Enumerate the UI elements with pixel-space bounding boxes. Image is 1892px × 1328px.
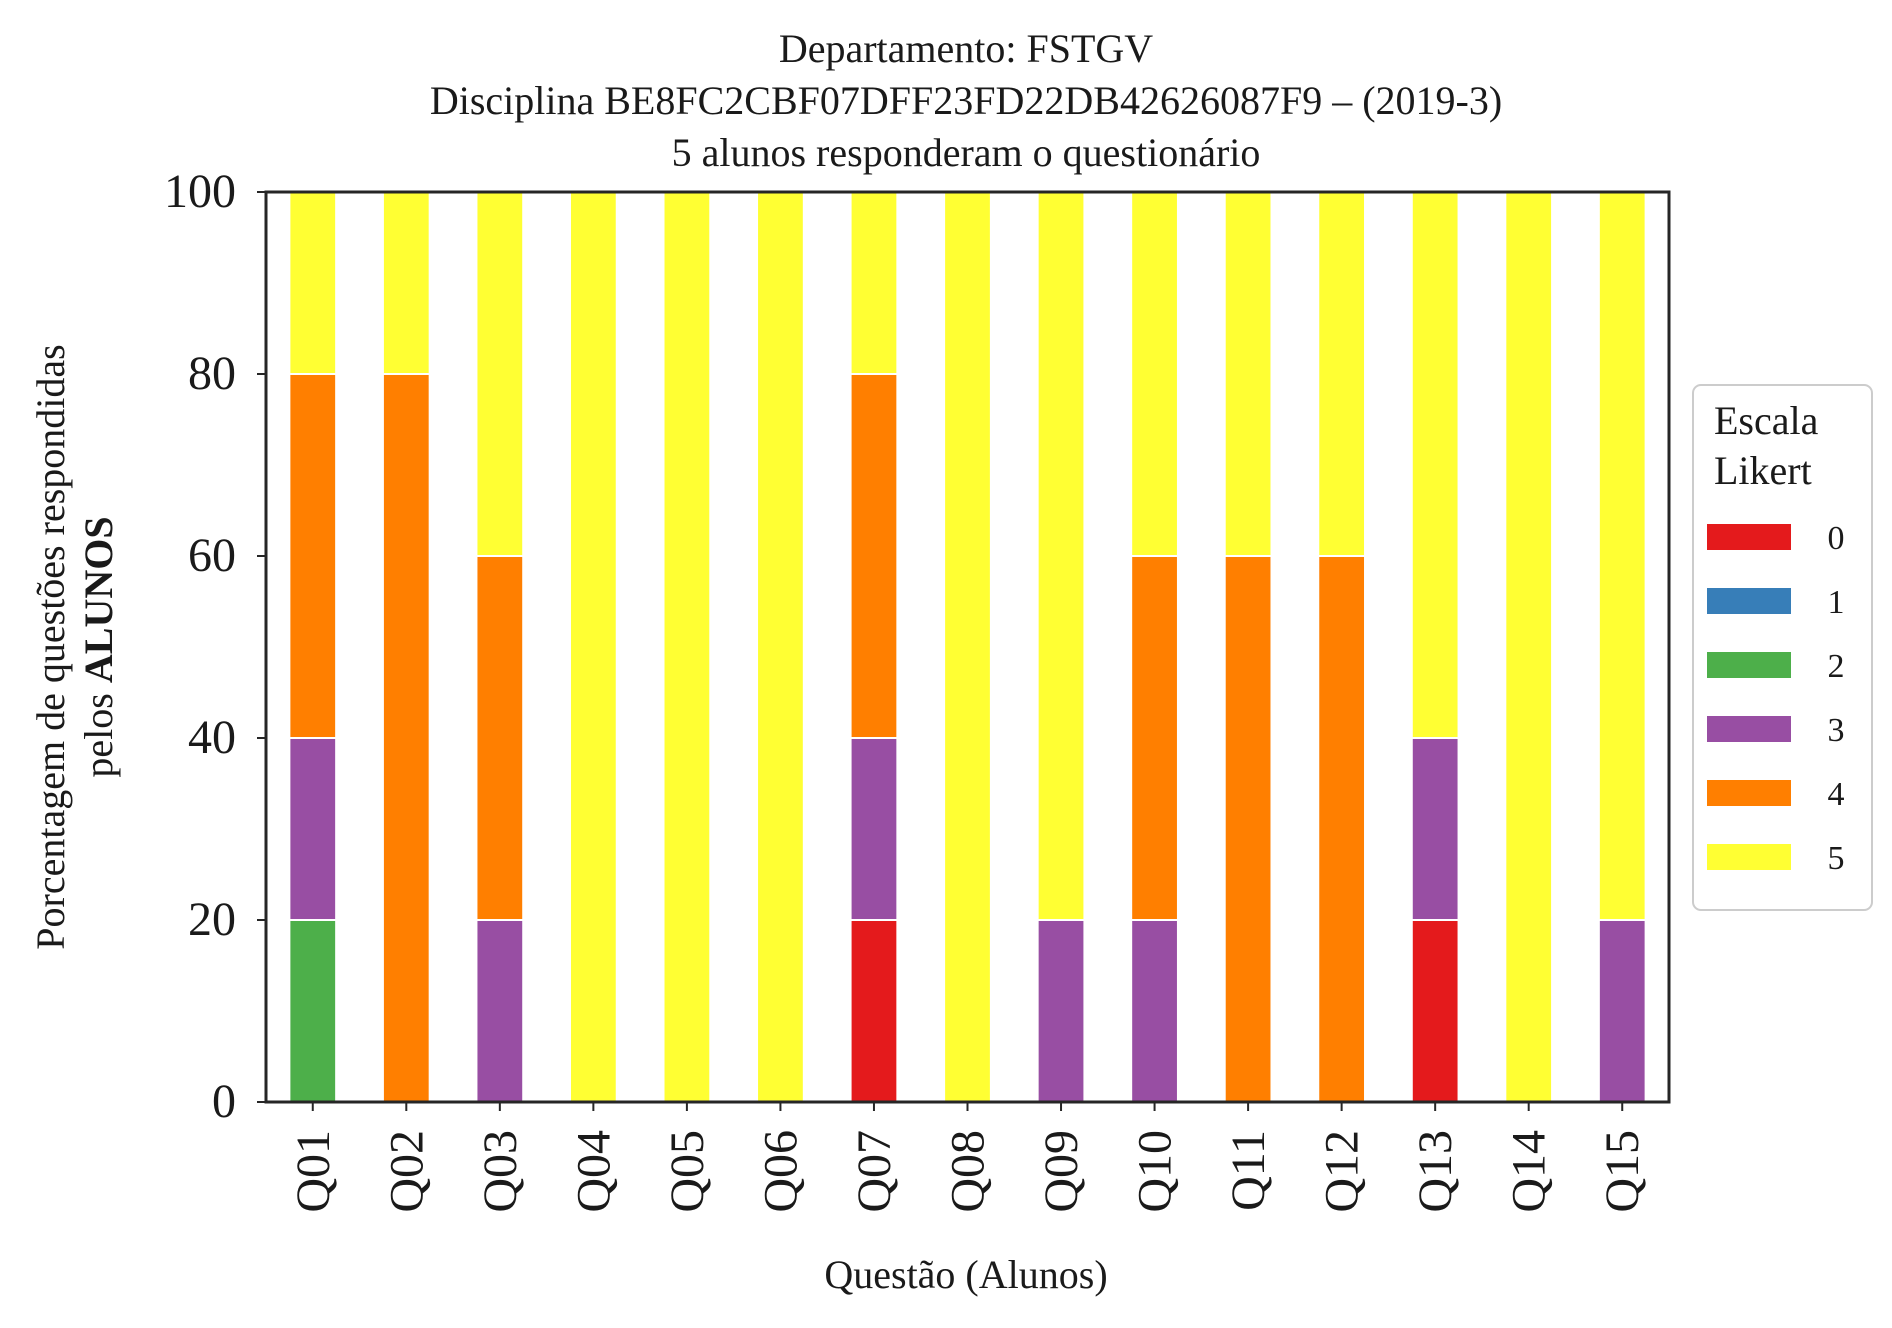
- bar-Q03-likert-5: [475, 191, 525, 557]
- x-tick-label-Q05: Q05: [661, 1130, 714, 1213]
- x-tick-label-Q14: Q14: [1503, 1130, 1556, 1213]
- bar-Q07-likert-3: [849, 737, 899, 921]
- legend-title-line-1: Escala: [1714, 398, 1819, 443]
- bars-group: [288, 191, 1647, 1103]
- bar-Q03-likert-3: [475, 919, 525, 1103]
- bar-Q10-likert-5: [1130, 191, 1179, 557]
- x-tick-label-Q04: Q04: [567, 1130, 620, 1213]
- chart-title: Departamento: FSTGV Disciplina BE8FC2CBF…: [430, 26, 1502, 175]
- legend-label-1: 1: [1828, 584, 1845, 621]
- bar-Q02-likert-4: [381, 373, 431, 1103]
- x-tick-label-Q02: Q02: [380, 1130, 433, 1213]
- legend-items: 0 1 2 3 4 5: [1707, 520, 1845, 877]
- x-tick-label-Q15: Q15: [1596, 1130, 1649, 1213]
- bar-Q06-likert-5: [756, 191, 805, 1103]
- legend-label-0: 0: [1828, 520, 1845, 557]
- legend-label-3: 3: [1828, 712, 1845, 749]
- y-tick-label: 60: [188, 529, 236, 582]
- bar-Q12-likert-5: [1317, 191, 1367, 557]
- bar-Q03-likert-4: [475, 555, 525, 921]
- x-tick-label-Q03: Q03: [474, 1130, 527, 1213]
- bar-Q01-likert-2: [288, 919, 338, 1103]
- legend-swatch-5: [1707, 844, 1791, 870]
- bar-Q12-likert-4: [1317, 555, 1367, 1103]
- y-axis-label-bold: ALUNOS: [76, 516, 121, 683]
- bar-Q10-likert-3: [1130, 919, 1179, 1103]
- x-axis-label: Questão (Alunos): [824, 1252, 1107, 1297]
- legend: Escala Likert 0 1 2 3 4 5: [1692, 384, 1873, 911]
- y-tick-label: 20: [188, 893, 236, 946]
- x-tick-label-Q09: Q09: [1035, 1130, 1088, 1213]
- y-tick-label: 0: [212, 1075, 236, 1128]
- x-tick-label-Q13: Q13: [1409, 1130, 1462, 1213]
- bar-Q05-likert-5: [662, 191, 712, 1103]
- x-axis-ticks: Q01 Q02 Q03 Q04 Q05 Q06 Q07 Q08 Q09 Q10 Q11 Q12 Q13 Q…: [287, 1102, 1649, 1213]
- chart-title-line-3: 5 alunos responderam o questionário: [672, 130, 1261, 175]
- legend-label-4: 4: [1828, 776, 1845, 813]
- legend-title-line-2: Likert: [1714, 448, 1812, 493]
- legend-frame: [1692, 384, 1873, 911]
- y-axis-label-line-2: pelos ALUNOS: [76, 516, 121, 777]
- bar-Q13-likert-0: [1410, 919, 1460, 1103]
- bar-Q09-likert-5: [1036, 191, 1086, 921]
- bar-Q02-likert-5: [381, 191, 431, 375]
- legend-swatch-3: [1707, 716, 1791, 742]
- y-axis-label: Porcentagem de questões respondidas pelo…: [28, 344, 121, 949]
- legend-swatch-4: [1707, 780, 1791, 806]
- bar-Q01-likert-3: [288, 737, 338, 921]
- x-tick-label-Q01: Q01: [287, 1130, 340, 1213]
- bar-Q14-likert-5: [1504, 191, 1554, 1103]
- legend-label-5: 5: [1828, 840, 1845, 877]
- bar-Q08-likert-5: [943, 191, 992, 1103]
- x-tick-label-Q10: Q10: [1129, 1130, 1182, 1213]
- bar-Q13-likert-3: [1410, 737, 1460, 921]
- y-tick-label: 100: [164, 165, 236, 218]
- x-tick-label-Q06: Q06: [754, 1130, 807, 1213]
- chart-title-line-1: Departamento: FSTGV: [779, 26, 1153, 71]
- y-axis-label-line-1: Porcentagem de questões respondidas: [28, 344, 73, 949]
- y-axis-ticks: 0 20 40 60 80 100: [164, 165, 266, 1128]
- plot-frame: [264, 190, 1671, 1104]
- legend-swatch-1: [1707, 588, 1791, 614]
- bar-Q01-likert-4: [288, 373, 338, 739]
- bar-Q10-likert-4: [1130, 555, 1179, 921]
- bar-Q07-likert-4: [849, 373, 899, 739]
- x-tick-label-Q11: Q11: [1222, 1130, 1275, 1211]
- bar-Q07-likert-0: [849, 919, 899, 1103]
- y-tick-label: 40: [188, 711, 236, 764]
- bar-Q11-likert-5: [1223, 191, 1273, 557]
- bar-Q04-likert-5: [568, 191, 618, 1103]
- bar-Q15-likert-3: [1597, 919, 1647, 1103]
- bar-Q09-likert-3: [1036, 919, 1086, 1103]
- y-tick-label: 80: [188, 347, 236, 400]
- bar-Q13-likert-5: [1410, 191, 1460, 739]
- bar-Q07-likert-5: [849, 191, 899, 375]
- bar-Q01-likert-5: [288, 191, 338, 375]
- bar-Q15-likert-5: [1597, 191, 1647, 921]
- x-tick-label-Q07: Q07: [848, 1130, 901, 1213]
- y-axis-label-prefix: pelos: [76, 683, 121, 777]
- legend-swatch-2: [1707, 652, 1791, 678]
- bar-Q11-likert-4: [1223, 555, 1273, 1103]
- legend-swatch-0: [1707, 524, 1791, 550]
- x-tick-label-Q12: Q12: [1316, 1130, 1369, 1213]
- chart-title-line-2: Disciplina BE8FC2CBF07DFF23FD22DB4262608…: [430, 78, 1502, 123]
- x-tick-label-Q08: Q08: [942, 1130, 995, 1213]
- legend-label-2: 2: [1828, 648, 1845, 685]
